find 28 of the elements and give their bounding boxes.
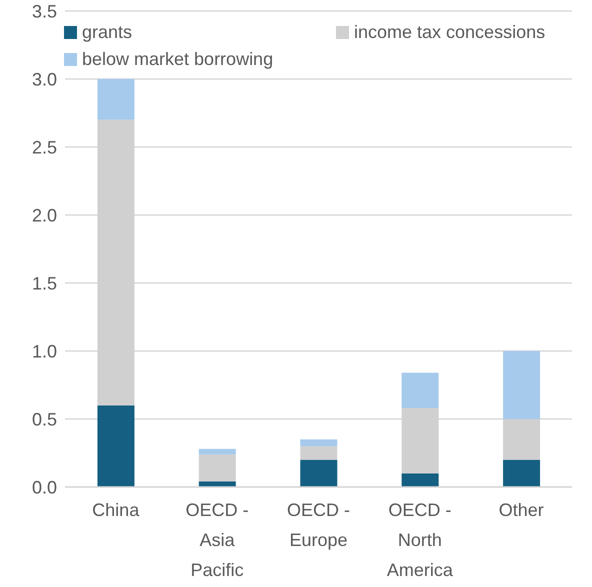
y-tick-label: 1.5 [32,273,57,294]
bar [97,405,134,487]
bar [402,372,439,408]
x-tick-label: OECD - Asia Pacific [186,500,249,580]
legend-label: income tax concessions [354,22,546,43]
y-tick-label: 1.0 [32,341,57,362]
y-tick-label: 0.5 [32,409,57,430]
bar [402,473,439,487]
bar [300,460,338,487]
bar [198,448,236,454]
bar [97,79,134,120]
x-tick-label: China [92,500,140,520]
y-tick-label: 2.5 [32,137,57,158]
y-tick-label: 3.0 [32,69,57,90]
x-tick-label: Other [498,500,544,520]
x-tick-label: OECD - North America [386,500,454,580]
y-tick-label: 0.0 [32,477,57,498]
legend-label: below market borrowing [82,49,274,70]
x-tick-label: OECD - Europe [287,500,350,550]
bar [198,482,236,487]
y-tick-label: 2.0 [32,205,57,226]
bar [300,439,338,446]
bar [503,351,540,419]
bar [503,460,540,487]
y-tick-label: 3.5 [32,1,57,22]
bar [300,446,338,460]
legend-label: grants [82,22,132,43]
bar [198,454,236,482]
